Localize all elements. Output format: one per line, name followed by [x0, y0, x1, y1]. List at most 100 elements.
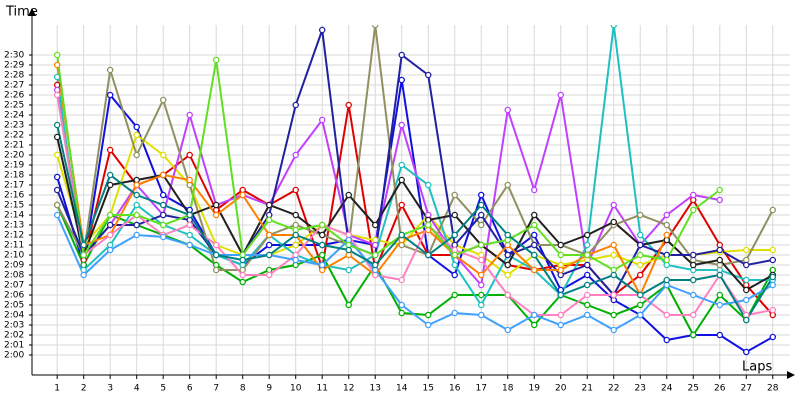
- data-point: [477, 211, 485, 219]
- x-tick-label: 8: [240, 384, 246, 394]
- y-axis-title: Time: [5, 5, 38, 20]
- data-point: [451, 191, 458, 199]
- data-point: [530, 311, 538, 319]
- data-point: [743, 296, 750, 304]
- data-point: [53, 151, 61, 159]
- data-point: [398, 176, 405, 184]
- x-tick-label: 19: [529, 384, 541, 394]
- data-point: [212, 56, 220, 64]
- series-line: [56, 124, 774, 322]
- data-point: [318, 221, 326, 229]
- data-point: [265, 241, 273, 249]
- data-point: [398, 201, 405, 209]
- data-point: [583, 271, 591, 279]
- data-point: [530, 186, 538, 194]
- data-point: [133, 201, 140, 209]
- x-tick-label: 21: [582, 384, 593, 394]
- data-point: [690, 206, 697, 214]
- data-point: [743, 286, 750, 294]
- data-point: [133, 181, 140, 189]
- x-tick-label: 26: [714, 384, 726, 394]
- series-line: [56, 89, 720, 288]
- data-point: [504, 261, 511, 269]
- data-point: [371, 25, 379, 29]
- data-point: [557, 241, 564, 249]
- y-tick-label: 2:27: [4, 81, 24, 91]
- data-point: [186, 231, 193, 239]
- data-point: [133, 131, 140, 139]
- data-point: [292, 211, 299, 219]
- data-point: [186, 211, 193, 219]
- data-point: [292, 231, 299, 239]
- x-tick-label: 10: [290, 384, 302, 394]
- data-point: [398, 276, 405, 284]
- data-point: [53, 133, 61, 141]
- data-point: [159, 191, 167, 199]
- data-point: [637, 241, 644, 249]
- data-point: [530, 221, 538, 229]
- data-point: [398, 231, 405, 239]
- data-point: [610, 326, 618, 334]
- data-point: [583, 261, 591, 269]
- data-point: [424, 321, 432, 329]
- data-point: [769, 273, 777, 281]
- data-point: [557, 321, 564, 329]
- data-point: [133, 151, 140, 159]
- data-point: [530, 241, 538, 249]
- data-point: [451, 291, 458, 299]
- data-point: [610, 241, 618, 249]
- data-point: [53, 73, 61, 81]
- data-point: [583, 281, 591, 289]
- data-point: [186, 176, 193, 184]
- data-point: [159, 171, 167, 179]
- data-point: [557, 251, 564, 259]
- data-point: [398, 76, 405, 84]
- data-point: [769, 256, 777, 264]
- data-point: [530, 251, 538, 259]
- data-point: [186, 111, 193, 119]
- data-point: [80, 241, 87, 249]
- y-tick-label: 2:16: [4, 191, 24, 201]
- data-point: [53, 186, 61, 194]
- grid: [32, 25, 790, 375]
- y-tick-label: 2:02: [4, 331, 24, 341]
- data-point: [690, 276, 697, 284]
- data-point: [371, 251, 379, 259]
- data-point: [504, 181, 511, 189]
- data-point: [398, 51, 405, 59]
- data-point: [477, 256, 485, 264]
- y-tick-label: 2:19: [4, 161, 24, 171]
- data-point: [530, 321, 538, 329]
- data-point: [637, 301, 644, 309]
- data-point: [610, 201, 618, 209]
- data-point: [265, 216, 273, 224]
- data-point: [239, 278, 246, 286]
- data-point: [265, 251, 273, 259]
- y-tick-label: 2:11: [4, 241, 24, 251]
- data-point: [345, 301, 352, 309]
- data-point: [398, 301, 405, 309]
- data-point: [477, 241, 485, 249]
- data-point: [583, 301, 591, 309]
- data-point: [583, 241, 591, 249]
- data-point: [637, 211, 644, 219]
- x-tick-label: 14: [396, 384, 408, 394]
- data-point: [186, 221, 193, 229]
- data-point: [477, 271, 485, 279]
- data-point: [53, 201, 61, 209]
- data-point: [424, 251, 432, 259]
- data-point: [239, 271, 246, 279]
- x-tick-label: 5: [160, 384, 166, 394]
- data-point: [53, 91, 61, 99]
- data-point: [769, 281, 777, 289]
- data-point: [106, 171, 114, 179]
- data-point: [451, 261, 458, 269]
- data-point: [186, 241, 193, 249]
- data-point: [292, 186, 299, 194]
- x-tick-label: 28: [767, 384, 779, 394]
- data-point: [530, 266, 538, 274]
- data-point: [557, 266, 564, 274]
- data-point: [663, 336, 671, 344]
- data-point: [212, 241, 220, 249]
